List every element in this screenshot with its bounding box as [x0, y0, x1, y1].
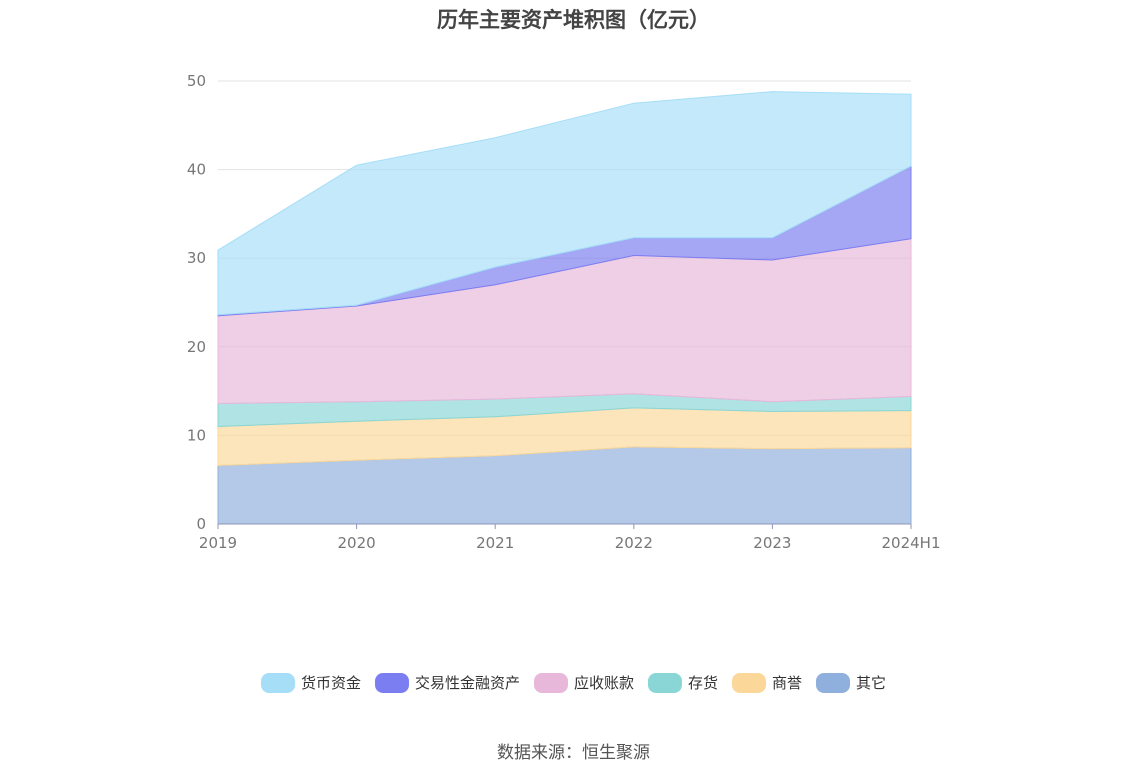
y-tick-label: 0 — [196, 515, 206, 533]
x-tick-label: 2019 — [199, 534, 237, 552]
legend-label: 商誉 — [772, 674, 803, 692]
legend-item[interactable]: 货币资金 — [260, 672, 361, 693]
legend-label: 存货 — [688, 674, 719, 692]
y-tick-label: 50 — [187, 72, 206, 90]
legend-item[interactable]: 商誉 — [732, 672, 802, 693]
legend-swatch — [533, 672, 568, 693]
legend-label: 应收账款 — [573, 674, 634, 692]
x-tick-label: 2022 — [615, 534, 653, 552]
legend-item[interactable]: 应收账款 — [533, 672, 634, 693]
legend-swatch — [260, 672, 295, 693]
legend-label: 货币资金 — [300, 674, 361, 692]
axes: 0 10 20 30 40 50 2019 2020 2021 2022 2023 2024H1 — [187, 72, 941, 552]
legend: 货币资金 交易性金融资产 应收账款 存货 商誉 其它 — [0, 672, 1147, 693]
legend-label: 其它 — [856, 674, 887, 692]
legend-swatch — [816, 672, 851, 693]
legend-label: 交易性金融资产 — [414, 674, 520, 692]
area-layer — [217, 91, 912, 525]
chart-title: 历年主要资产堆积图（亿元） — [437, 8, 710, 32]
y-tick-label: 30 — [187, 249, 206, 267]
data-source-note: 数据来源：恒生聚源 — [497, 743, 650, 763]
y-tick-label: 40 — [187, 161, 206, 179]
x-tick-label: 2020 — [338, 534, 376, 552]
stacked-area-chart: 0 10 20 30 40 50 2019 2020 2021 2022 2023 2024H1 — [187, 72, 941, 552]
x-tick-label: 2021 — [476, 534, 514, 552]
legend-swatch — [374, 672, 409, 693]
y-tick-label: 20 — [187, 338, 206, 356]
area-series-5 — [217, 91, 912, 316]
y-tick-label: 10 — [187, 426, 206, 444]
x-tick-label: 2023 — [753, 534, 791, 552]
legend-item[interactable]: 存货 — [648, 672, 718, 693]
legend-item[interactable]: 其它 — [816, 672, 886, 693]
legend-item[interactable]: 交易性金融资产 — [374, 672, 520, 693]
legend-swatch — [648, 672, 682, 693]
legend-swatch — [732, 672, 767, 693]
x-tick-label: 2024H1 — [882, 534, 941, 552]
